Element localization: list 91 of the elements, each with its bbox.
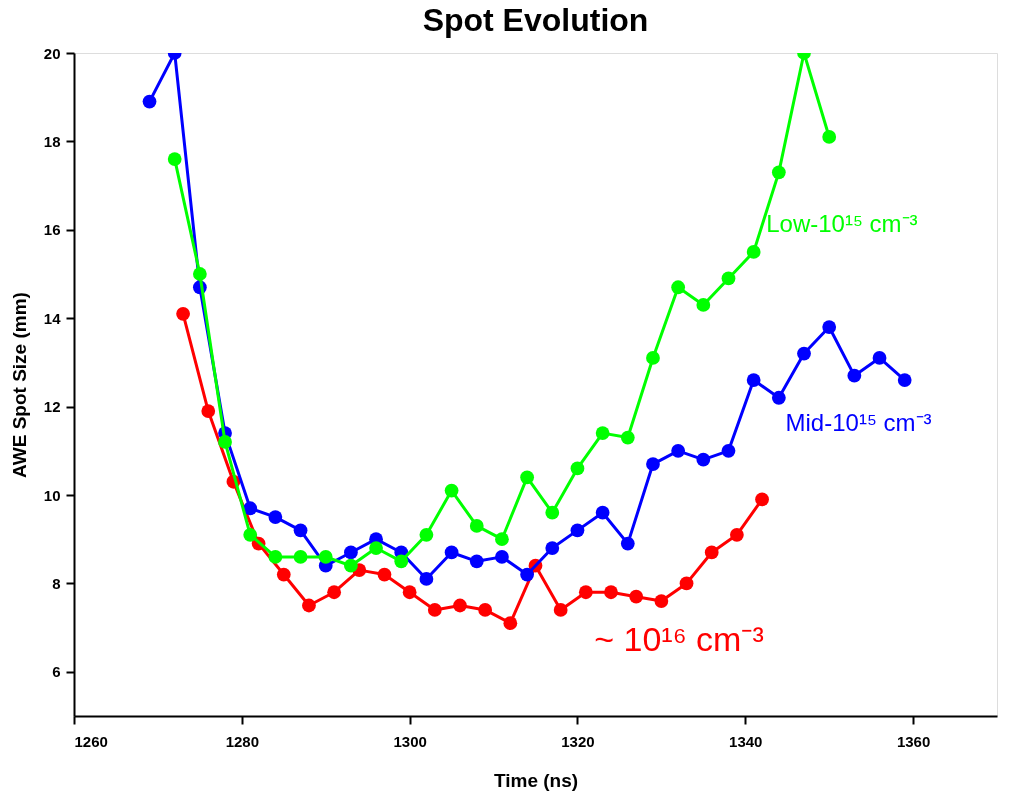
point: [394, 554, 409, 569]
point: [872, 351, 887, 365]
point: [469, 519, 484, 533]
point: [746, 373, 761, 387]
y-tick-label: 10: [43, 486, 61, 504]
point: [469, 554, 484, 569]
point: [721, 271, 736, 286]
point: [671, 443, 686, 458]
point: [570, 461, 585, 476]
point: [520, 567, 534, 582]
x-tick-label: 1340: [729, 732, 763, 750]
series-label: Low-10¹⁵ cm⁻³: [766, 210, 918, 238]
point: [545, 505, 560, 520]
point: [822, 320, 837, 334]
point: [218, 435, 232, 449]
x-axis-title: Time (ns): [493, 769, 579, 791]
point: [696, 452, 711, 467]
point: [520, 470, 534, 485]
point: [771, 165, 786, 180]
point: [495, 532, 509, 547]
point: [578, 585, 593, 600]
point: [327, 585, 342, 600]
series-label: ~ 10¹⁶ cm⁻³: [594, 619, 764, 658]
point: [167, 152, 182, 166]
point: [369, 541, 383, 555]
y-axis-title: AWE Spot Size (mm): [8, 292, 30, 478]
point: [444, 545, 459, 560]
point: [302, 598, 316, 613]
point: [142, 94, 157, 109]
point: [293, 523, 308, 538]
point: [721, 443, 736, 458]
point: [444, 483, 459, 498]
point: [755, 492, 769, 507]
point: [545, 541, 560, 555]
point: [419, 527, 434, 542]
point: [293, 550, 308, 564]
point: [553, 603, 568, 617]
point: [847, 368, 862, 383]
point: [268, 510, 283, 524]
y-tick-label: 6: [52, 663, 61, 681]
point: [377, 567, 392, 582]
point: [276, 567, 291, 582]
point: [427, 603, 442, 617]
point: [243, 501, 258, 516]
point: [679, 576, 694, 591]
x-tick-label: 1320: [561, 732, 595, 750]
point: [402, 585, 417, 600]
y-tick-label: 18: [43, 132, 61, 150]
x-tick-label: 1260: [74, 732, 108, 750]
point: [419, 572, 434, 586]
point: [176, 306, 190, 321]
point: [192, 267, 207, 281]
point: [797, 346, 811, 361]
point: [344, 545, 358, 560]
point: [570, 523, 585, 538]
point: [897, 373, 912, 387]
x-tick-label: 1280: [225, 732, 260, 750]
chart-title: Spot Evolution: [422, 2, 649, 38]
point: [671, 280, 686, 295]
series-label: Mid-10¹⁵ cm⁻³: [785, 409, 932, 437]
point: [629, 589, 644, 604]
x-tick-label: 1360: [896, 732, 931, 750]
point: [344, 558, 358, 573]
point: [620, 430, 635, 445]
point: [595, 426, 610, 440]
point: [771, 390, 786, 405]
point: [453, 598, 467, 613]
point: [478, 603, 493, 617]
point: [201, 404, 216, 418]
point: [268, 550, 283, 564]
y-tick-label: 20: [43, 44, 61, 62]
x-tick-label: 1300: [393, 732, 427, 750]
y-tick-label: 14: [43, 309, 62, 327]
point: [822, 130, 837, 144]
point: [495, 550, 509, 564]
y-tick-label: 8: [52, 574, 61, 592]
y-tick-label: 16: [43, 221, 61, 239]
point: [503, 616, 518, 631]
point: [746, 245, 761, 259]
point: [646, 457, 660, 471]
point: [654, 594, 669, 608]
point: [646, 351, 660, 365]
point: [604, 585, 618, 600]
point: [696, 298, 711, 312]
point: [729, 527, 744, 542]
point: [243, 527, 258, 542]
point: [704, 545, 719, 560]
point: [595, 505, 610, 520]
point: [318, 550, 333, 564]
point: [620, 536, 635, 551]
y-tick-label: 12: [43, 398, 61, 416]
